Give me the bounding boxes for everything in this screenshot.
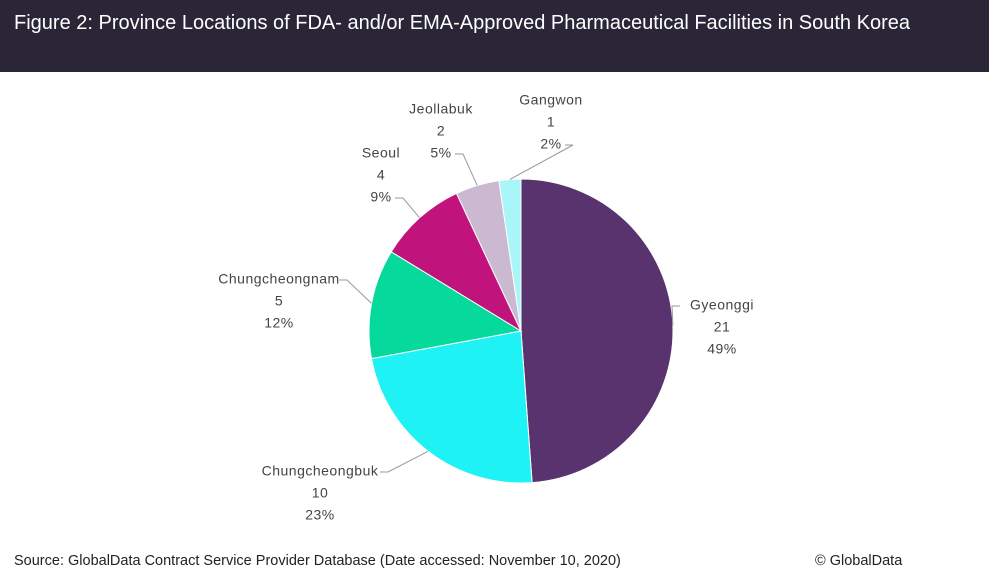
slice-label-name: Chungcheongnam [218,271,339,287]
leader-line [671,305,680,326]
slice-label-value: 5 [275,293,283,309]
slice-label-name: Gangwon [519,92,582,108]
slice-label-name: Jeollabuk [409,101,473,117]
slice-label-percent: 9% [370,189,391,205]
leader-line [339,279,372,304]
copyright: © GlobalData [815,553,903,569]
leader-line [455,153,478,186]
slice-label-percent: 23% [305,507,335,523]
slice-label-percent: 5% [430,145,451,161]
slice-label-value: 2 [437,123,445,139]
slice-label-value: 4 [377,167,385,183]
slice-label-name: Seoul [362,145,400,161]
slice-label-percent: 12% [264,315,294,331]
slice-label-percent: 49% [707,341,737,357]
leader-line [509,144,574,180]
slice-label-value: 21 [714,319,731,335]
pie-slice [368,251,523,360]
slice-label-name: Chungcheongbuk [262,463,379,479]
pie-slice [520,178,674,484]
slice-label-name: Gyeonggi [690,297,754,313]
pie-slice [390,192,523,333]
chart: Gyeonggi2149%Chungcheongbuk1023%Chungche… [218,92,754,523]
title-bar: Figure 2: Province Locations of FDA- and… [0,0,989,72]
slice-label-percent: 2% [540,136,561,152]
source: Source: GlobalData Contract Service Prov… [14,553,621,569]
leader-line [380,450,429,473]
leader-line [395,197,420,219]
chart-title: Figure 2: Province Locations of FDA- and… [14,12,910,34]
slice-label-value: 1 [547,114,555,130]
slice-label-value: 10 [312,485,329,501]
